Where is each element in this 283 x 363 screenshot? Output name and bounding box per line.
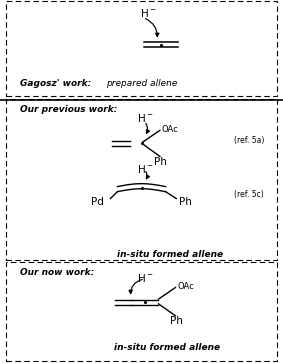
Text: Our now work:: Our now work: xyxy=(20,268,94,277)
Text: in-situ formed allene: in-situ formed allene xyxy=(117,250,223,258)
Text: H$^-$: H$^-$ xyxy=(140,7,157,20)
Bar xyxy=(6,1,277,96)
Text: H$^-$: H$^-$ xyxy=(138,163,154,175)
Bar xyxy=(6,99,277,260)
Text: OAc: OAc xyxy=(177,282,194,291)
Text: Our previous work:: Our previous work: xyxy=(20,105,117,114)
Text: Ph: Ph xyxy=(170,316,183,326)
Text: Ph: Ph xyxy=(179,197,192,207)
Text: H$^-$: H$^-$ xyxy=(138,112,154,125)
Text: prepared allene: prepared allene xyxy=(106,79,177,88)
Text: OAc: OAc xyxy=(162,125,179,134)
Text: Pd: Pd xyxy=(91,197,104,207)
Text: Gagosz' work:: Gagosz' work: xyxy=(20,79,91,88)
Text: (ref. 5a): (ref. 5a) xyxy=(234,136,264,145)
Bar xyxy=(6,262,277,361)
Text: H$^-$: H$^-$ xyxy=(138,272,154,285)
Text: (ref. 5c): (ref. 5c) xyxy=(234,190,264,199)
Text: Ph: Ph xyxy=(154,156,167,167)
Text: in-situ formed allene: in-situ formed allene xyxy=(114,343,220,352)
